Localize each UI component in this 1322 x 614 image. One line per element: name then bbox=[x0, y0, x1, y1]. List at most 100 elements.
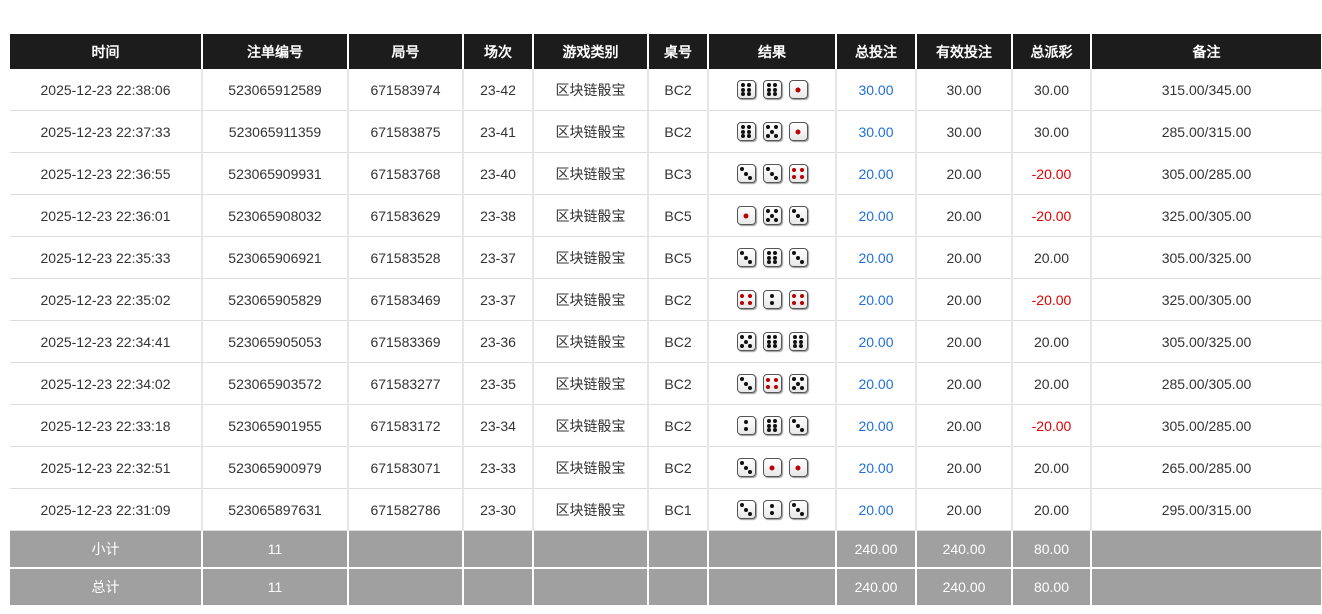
cell-valid-bet: 20.00 bbox=[916, 404, 1013, 447]
table-row: 2025-12-23 22:33:18 523065901955 671583172… bbox=[10, 404, 1322, 447]
cell-note: 285.00/315.00 bbox=[1091, 110, 1322, 153]
bet-records-table: 时间 注单编号 局号 场次 游戏类别 桌号 结果 总投注 有效投注 总派彩 备注 2025-12-2… bbox=[10, 34, 1322, 607]
dice-result bbox=[736, 80, 808, 99]
cell-total-bet: 30.00 bbox=[836, 69, 917, 111]
cell-valid-bet: 20.00 bbox=[916, 320, 1013, 363]
cell-session: 23-37 bbox=[463, 236, 534, 279]
cell-total-bet: 20.00 bbox=[836, 446, 917, 489]
cell-round: 671583071 bbox=[348, 446, 464, 489]
cell-payout: -20.00 bbox=[1012, 404, 1092, 447]
dice-result bbox=[736, 206, 808, 225]
cell-table-no: BC2 bbox=[648, 320, 709, 363]
dice-1-icon bbox=[788, 458, 808, 477]
summary-count: 11 bbox=[202, 530, 349, 569]
dice-2-icon bbox=[762, 290, 782, 309]
cell-game-type: 区块链骰宝 bbox=[533, 194, 649, 237]
cell-result bbox=[708, 152, 837, 195]
cell-result bbox=[708, 69, 837, 111]
cell-note: 305.00/325.00 bbox=[1091, 236, 1322, 279]
summary-valid-bet: 240.00 bbox=[916, 530, 1013, 569]
cell-session: 23-42 bbox=[463, 69, 534, 111]
cell-result bbox=[708, 194, 837, 237]
subtotal-row: 小计 11 240.00 240.00 80.00 bbox=[10, 530, 1322, 569]
cell-result bbox=[708, 110, 837, 153]
cell-session: 23-37 bbox=[463, 278, 534, 321]
cell-table-no: BC2 bbox=[648, 110, 709, 153]
cell-total-bet: 20.00 bbox=[836, 488, 917, 531]
dice-6-icon bbox=[736, 122, 756, 141]
summary-payout: 80.00 bbox=[1012, 530, 1092, 569]
dice-result bbox=[736, 500, 808, 519]
cell-session: 23-36 bbox=[463, 320, 534, 363]
cell-payout: -20.00 bbox=[1012, 194, 1092, 237]
cell-valid-bet: 20.00 bbox=[916, 488, 1013, 531]
dice-6-icon bbox=[762, 332, 782, 351]
empty-cell bbox=[348, 568, 464, 607]
cell-round: 671583469 bbox=[348, 278, 464, 321]
cell-table-no: BC2 bbox=[648, 446, 709, 489]
cell-game-type: 区块链骰宝 bbox=[533, 278, 649, 321]
cell-session: 23-34 bbox=[463, 404, 534, 447]
cell-payout: 20.00 bbox=[1012, 488, 1092, 531]
cell-bet-id: 523065905053 bbox=[202, 320, 349, 363]
dice-result bbox=[736, 374, 808, 393]
cell-bet-id: 523065897631 bbox=[202, 488, 349, 531]
cell-session: 23-33 bbox=[463, 446, 534, 489]
cell-result bbox=[708, 320, 837, 363]
dice-2-icon bbox=[762, 500, 782, 519]
cell-game-type: 区块链骰宝 bbox=[533, 488, 649, 531]
cell-table-no: BC5 bbox=[648, 236, 709, 279]
cell-result bbox=[708, 362, 837, 405]
dice-result bbox=[736, 290, 808, 309]
cell-valid-bet: 20.00 bbox=[916, 194, 1013, 237]
cell-time: 2025-12-23 22:36:55 bbox=[10, 152, 203, 195]
cell-time: 2025-12-23 22:31:09 bbox=[10, 488, 203, 531]
header-bet-id: 注单编号 bbox=[202, 34, 349, 69]
header-total-bet: 总投注 bbox=[836, 34, 917, 69]
cell-valid-bet: 20.00 bbox=[916, 362, 1013, 405]
table-header: 时间 注单编号 局号 场次 游戏类别 桌号 结果 总投注 有效投注 总派彩 备注 bbox=[10, 34, 1322, 69]
summary-label: 小计 bbox=[10, 530, 203, 569]
cell-session: 23-40 bbox=[463, 152, 534, 195]
summary-count: 11 bbox=[202, 568, 349, 607]
dice-5-icon bbox=[762, 122, 782, 141]
header-game-type: 游戏类别 bbox=[533, 34, 649, 69]
header-table-no: 桌号 bbox=[648, 34, 709, 69]
cell-bet-id: 523065903572 bbox=[202, 362, 349, 405]
cell-game-type: 区块链骰宝 bbox=[533, 320, 649, 363]
dice-6-icon bbox=[762, 416, 782, 435]
dice-4-icon bbox=[788, 290, 808, 309]
cell-result bbox=[708, 404, 837, 447]
dice-3-icon bbox=[736, 248, 756, 267]
cell-game-type: 区块链骰宝 bbox=[533, 236, 649, 279]
header-valid-bet: 有效投注 bbox=[916, 34, 1013, 69]
dice-1-icon bbox=[762, 458, 782, 477]
header-total-payout: 总派彩 bbox=[1012, 34, 1092, 69]
cell-table-no: BC1 bbox=[648, 488, 709, 531]
cell-total-bet: 20.00 bbox=[836, 362, 917, 405]
cell-valid-bet: 30.00 bbox=[916, 69, 1013, 111]
cell-game-type: 区块链骰宝 bbox=[533, 69, 649, 111]
summary-valid-bet: 240.00 bbox=[916, 568, 1013, 607]
dice-4-icon bbox=[762, 374, 782, 393]
cell-note: 325.00/305.00 bbox=[1091, 194, 1322, 237]
empty-cell bbox=[1091, 568, 1322, 607]
summary-total-bet: 240.00 bbox=[836, 568, 917, 607]
cell-bet-id: 523065905829 bbox=[202, 278, 349, 321]
cell-game-type: 区块链骰宝 bbox=[533, 446, 649, 489]
cell-result bbox=[708, 446, 837, 489]
empty-cell bbox=[533, 568, 649, 607]
cell-payout: -20.00 bbox=[1012, 152, 1092, 195]
cell-note: 315.00/345.00 bbox=[1091, 69, 1322, 111]
table-row: 2025-12-23 22:36:55 523065909931 671583768… bbox=[10, 152, 1322, 195]
table-row: 2025-12-23 22:37:33 523065911359 671583875… bbox=[10, 110, 1322, 153]
dice-3-icon bbox=[736, 500, 756, 519]
cell-time: 2025-12-23 22:34:41 bbox=[10, 320, 203, 363]
cell-bet-id: 523065901955 bbox=[202, 404, 349, 447]
cell-time: 2025-12-23 22:36:01 bbox=[10, 194, 203, 237]
cell-session: 23-41 bbox=[463, 110, 534, 153]
cell-payout: 20.00 bbox=[1012, 236, 1092, 279]
cell-valid-bet: 30.00 bbox=[916, 110, 1013, 153]
dice-result bbox=[736, 248, 808, 267]
empty-cell bbox=[463, 568, 534, 607]
